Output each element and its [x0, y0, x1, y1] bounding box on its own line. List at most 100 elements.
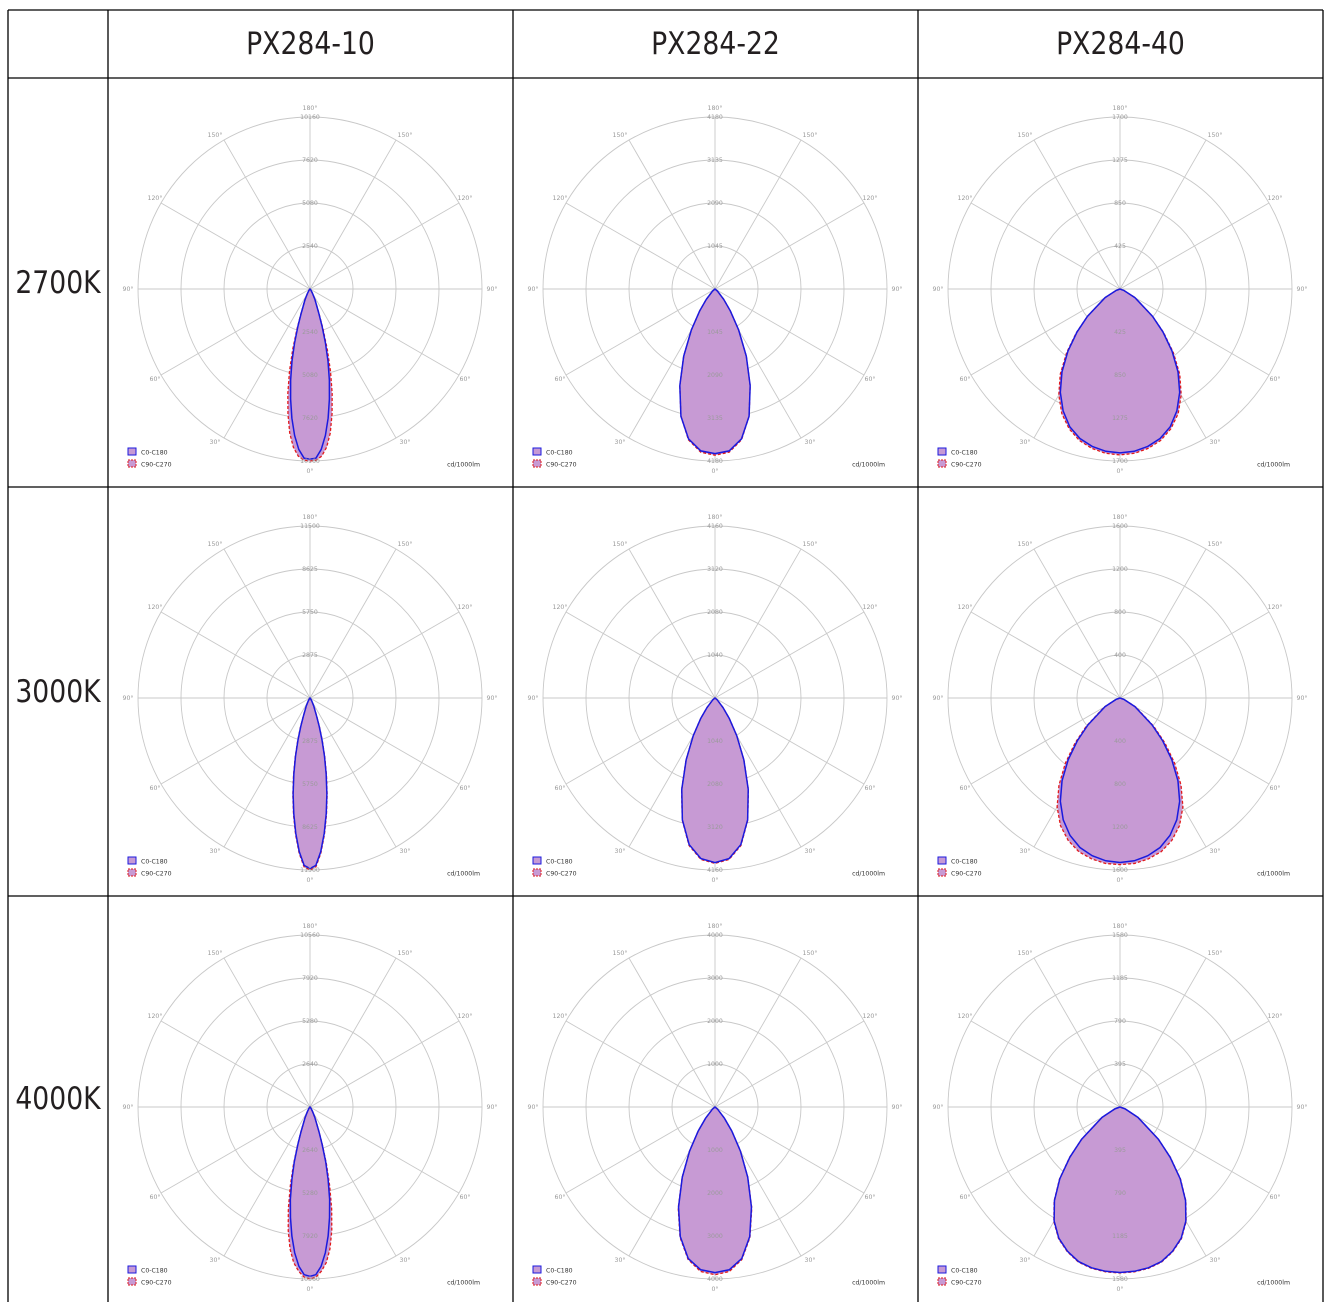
radial-tick-label: 5280 [302, 1190, 318, 1197]
radial-tick-label: 4160 [707, 867, 723, 874]
series-c0-c180-curve [1059, 697, 1181, 864]
angle-label: 30° [615, 1256, 626, 1264]
unit-label: cd/1000lm [1257, 1280, 1290, 1287]
row-label-3000k: 3000K [15, 673, 101, 710]
legend-swatch-c0-c180 [127, 856, 137, 865]
legend-swatch-c0-c180 [532, 1265, 542, 1274]
radial-tick-label: 5280 [302, 1018, 318, 1025]
radial-tick-label: 800 [1114, 781, 1126, 788]
angle-label: 90° [933, 694, 944, 702]
row-label-4000k: 4000K [15, 1081, 101, 1117]
angle-label: 60° [1270, 784, 1281, 792]
radial-tick-label: 2080 [707, 609, 723, 616]
radial-tick-label: 1000 [707, 1147, 723, 1154]
angle-label: 180° [708, 513, 723, 521]
radial-tick-label: 1185 [1112, 975, 1128, 982]
angle-label: 120° [1268, 194, 1283, 202]
radial-tick-label: 5080 [302, 372, 318, 379]
ring-3 [947, 934, 1293, 1280]
angle-label: 150° [1208, 949, 1223, 957]
angle-label: 90° [1297, 694, 1308, 702]
angle-label: 120° [1268, 603, 1283, 611]
legend-swatch-c0-c180 [532, 856, 542, 865]
radial-tick-label: 2090 [707, 200, 723, 207]
radial-tick-label: 4000 [707, 932, 723, 939]
series-c0-c180-curve [681, 697, 749, 864]
ring-3 [542, 116, 888, 462]
angle-label: 90° [487, 285, 498, 293]
radial-tick-label: 2640 [302, 1147, 318, 1154]
angle-label: 120° [863, 1012, 878, 1020]
unit-label: cd/1000lm [852, 871, 885, 878]
radial-tick-label: 4000 [707, 1276, 723, 1283]
legend-label-c0-c180: C0-C180 [546, 450, 573, 457]
column-header-px284-22: PX284-22 [651, 26, 780, 62]
radial-tick-label: 3135 [707, 415, 723, 422]
angle-label: 60° [865, 784, 876, 792]
radial-tick-label: 5750 [302, 781, 318, 788]
angle-label: 150° [1208, 131, 1223, 139]
angle-label: 0° [306, 467, 313, 475]
angle-label: 120° [553, 194, 568, 202]
radial-tick-label: 3000 [707, 975, 723, 982]
angle-label: 120° [863, 194, 878, 202]
unit-label: cd/1000lm [852, 1280, 885, 1287]
angle-label: 180° [1113, 104, 1128, 112]
radial-tick-label: 850 [1114, 372, 1126, 379]
radial-tick-label: 395 [1114, 1147, 1126, 1154]
series-c0-c180-curve [1059, 288, 1181, 454]
angle-label: 150° [208, 949, 223, 957]
radial-tick-label: 3120 [707, 566, 723, 573]
radial-tick-label: 1200 [1112, 824, 1128, 831]
angle-label: 150° [398, 949, 413, 957]
angle-label: 150° [208, 131, 223, 139]
legend-label-c0-c180: C0-C180 [951, 859, 978, 866]
ring-3 [542, 525, 888, 871]
radial-tick-label: 1600 [1112, 867, 1128, 874]
angle-label: 90° [892, 1103, 903, 1111]
angle-label: 60° [555, 784, 566, 792]
angle-label: 30° [400, 438, 411, 446]
angle-label: 180° [303, 513, 318, 521]
distribution-fill [681, 698, 749, 864]
legend-swatch-c0-c180 [937, 1265, 947, 1274]
angle-label: 30° [210, 1256, 221, 1264]
angle-label: 60° [150, 784, 161, 792]
angle-label: 30° [1210, 438, 1221, 446]
angle-label: 0° [711, 876, 718, 884]
angle-label: 180° [1113, 513, 1128, 521]
angle-label: 120° [458, 1012, 473, 1020]
radial-tick-label: 2540 [302, 243, 318, 250]
angle-label: 30° [805, 438, 816, 446]
radial-tick-label: 2875 [302, 652, 318, 659]
radial-tick-label: 8625 [302, 824, 318, 831]
legend-label-c90-c270: C90-C270 [141, 1280, 172, 1287]
angle-label: 60° [865, 375, 876, 383]
radial-tick-label: 800 [1114, 609, 1126, 616]
angle-label: 150° [398, 540, 413, 548]
row-label-2700k: 2700K [15, 264, 101, 301]
distribution-fill [292, 698, 328, 870]
angle-label: 150° [803, 540, 818, 548]
angle-label: 30° [805, 1256, 816, 1264]
radial-tick-label: 2000 [707, 1018, 723, 1025]
legend-label-c0-c180: C0-C180 [546, 859, 573, 866]
legend-label-c90-c270: C90-C270 [141, 462, 172, 469]
radial-tick-label: 4180 [707, 114, 723, 121]
radial-tick-label: 1275 [1112, 415, 1128, 422]
radial-tick-label: 2540 [302, 329, 318, 336]
legend-label-c90-c270: C90-C270 [546, 871, 577, 878]
angle-label: 120° [148, 1012, 163, 1020]
polar-chart-4000k-px284-40: 395 395 790 790 1185 1185 1580 1580 180° 150° 150°… [933, 922, 1308, 1293]
angle-label: 90° [123, 694, 134, 702]
legend-label-c0-c180: C0-C180 [141, 1268, 168, 1275]
radial-tick-label: 11500 [300, 867, 320, 874]
unit-label: cd/1000lm [447, 871, 480, 878]
angle-label: 30° [1020, 847, 1031, 855]
angle-label: 120° [863, 603, 878, 611]
angle-label: 90° [528, 1103, 539, 1111]
angle-label: 180° [708, 922, 723, 930]
angle-label: 90° [1297, 1103, 1308, 1111]
angle-label: 150° [1018, 540, 1033, 548]
unit-label: cd/1000lm [447, 462, 480, 469]
